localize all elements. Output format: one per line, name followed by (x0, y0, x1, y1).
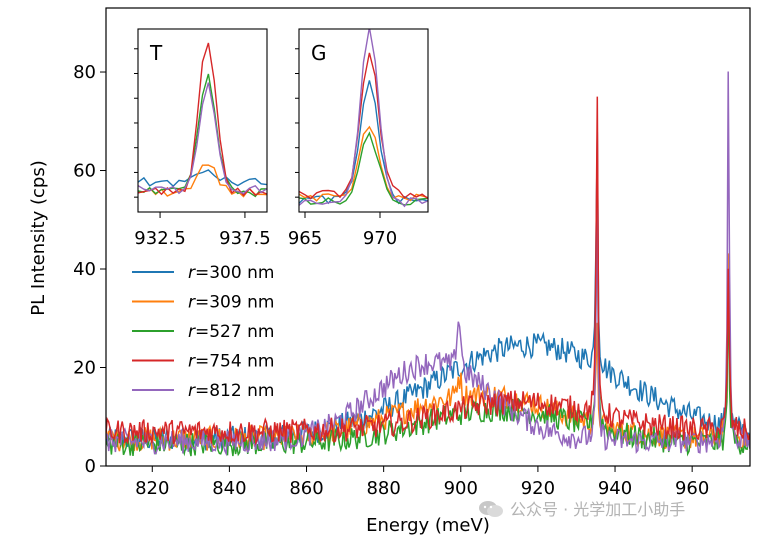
y-tick-label: 80 (73, 62, 96, 83)
inset-layer: 932.5 937.5 T 965 970 G (134, 28, 429, 249)
legend-item: r=300 nm (132, 263, 274, 283)
x-tick-label: 900 (444, 478, 478, 499)
inset-x-tick-label: 932.5 (134, 228, 186, 249)
legend-item: r=812 nm (132, 381, 274, 401)
inset-series-line (299, 52, 428, 200)
x-tick-label: 960 (675, 478, 709, 499)
legend-item: r=527 nm (132, 322, 274, 342)
inset-x-tick-label: 970 (363, 228, 397, 249)
y-tick-label: 40 (73, 259, 96, 280)
inset-T: 932.5 937.5 T (134, 28, 271, 249)
inset-series-line (138, 42, 267, 197)
inset-series-line (138, 169, 267, 188)
legend-item: r=309 nm (132, 293, 274, 313)
axes-layer: 820 840 860 880 900 920 940 960 0 20 40 60 80 (73, 7, 751, 499)
legend: r=300 nm r=309 nm r=527 nm r=754 nm r=812 nm (132, 263, 274, 401)
wechat-icon (478, 500, 504, 518)
legend-label: r=812 nm (188, 381, 274, 401)
y-tick-label: 60 (73, 161, 96, 182)
watermark-text: 公众号 · 光学加工小助手 (510, 500, 686, 519)
x-tick-label: 840 (212, 478, 246, 499)
x-tick-label: 880 (366, 478, 400, 499)
inset-series-line (299, 131, 428, 206)
x-tick-label: 920 (521, 478, 555, 499)
plot-frame (105, 7, 751, 467)
inset-frame (298, 28, 429, 213)
legend-label: r=527 nm (188, 322, 274, 342)
inset-x-tick-label: 965 (288, 228, 322, 249)
x-tick-label: 820 (135, 478, 169, 499)
y-tick-label: 20 (73, 358, 96, 379)
y-axis-label: PL Intensity (cps) (28, 160, 49, 315)
series-layer (106, 71, 750, 457)
watermark: 公众号 · 光学加工小助手 (478, 496, 685, 520)
inset-label: G (311, 41, 327, 65)
x-tick-label: 860 (289, 478, 323, 499)
inset-x-tick-label: 937.5 (219, 228, 271, 249)
legend-item: r=754 nm (132, 352, 274, 372)
legend-label: r=754 nm (188, 352, 274, 372)
series-line-754-nm (106, 96, 750, 446)
inset-G: 965 970 G (288, 28, 429, 249)
x-axis-label: Energy (meV) (366, 515, 490, 536)
y-tick-label: 0 (85, 456, 96, 477)
inset-series-line (299, 29, 428, 208)
inset-series-line (299, 125, 428, 202)
series-line-812-nm (106, 71, 750, 457)
inset-label: T (149, 41, 163, 65)
inset-frame (137, 28, 268, 213)
legend-label: r=309 nm (188, 293, 274, 313)
x-tick-label: 940 (598, 478, 632, 499)
inset-series-line (138, 82, 267, 195)
legend-label: r=300 nm (188, 263, 274, 283)
